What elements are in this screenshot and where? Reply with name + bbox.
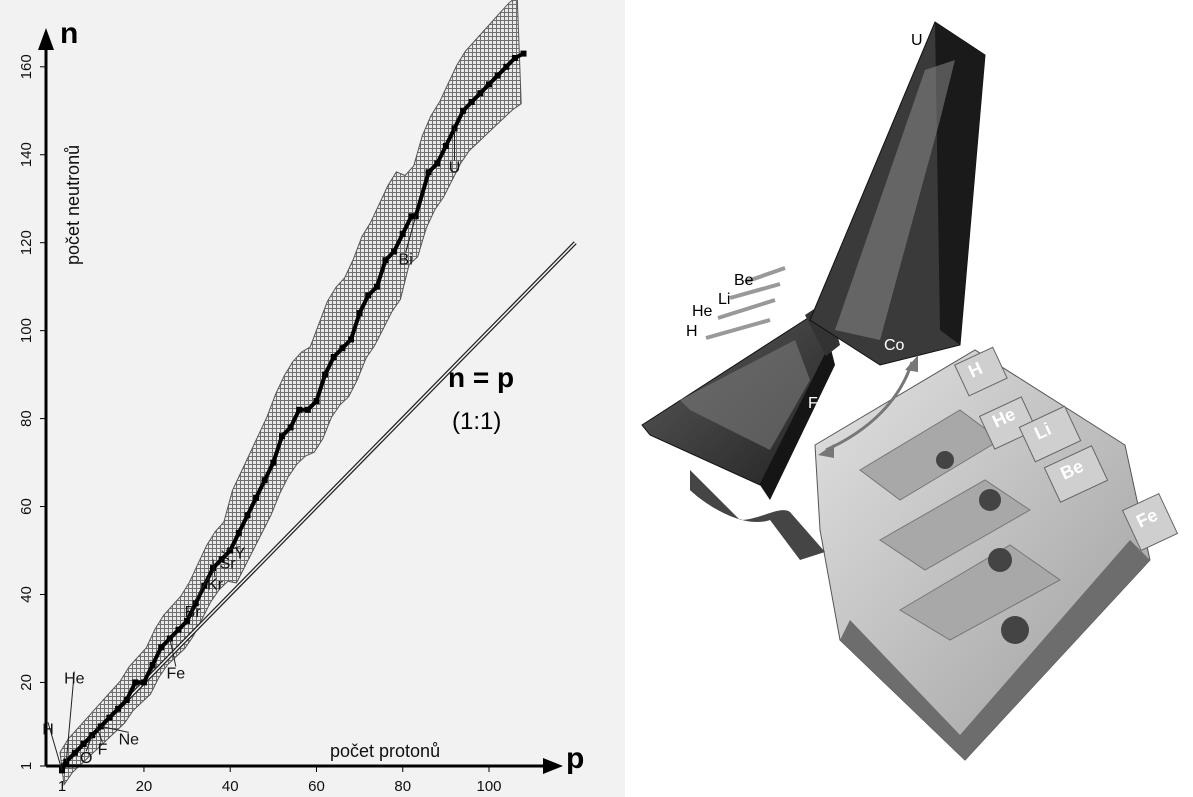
element-label: H (42, 721, 54, 738)
illustration-label: Fe (808, 395, 827, 412)
y-axis-label: počet neutronů (63, 145, 83, 265)
x-tick-label: 40 (222, 778, 239, 795)
reference-line-equation: n = p (448, 362, 514, 393)
element-tiles (954, 346, 1179, 552)
y-tick-label: 1 (18, 762, 35, 770)
stair-block (814, 349, 1151, 761)
x-axis-label: počet protonů (330, 741, 440, 761)
arrow-head-top (905, 355, 918, 372)
y-tick-label: 140 (18, 142, 35, 167)
element-label: Fe (166, 665, 185, 682)
curved-arrow (825, 361, 914, 452)
element-label: U (449, 159, 461, 176)
illustration-label: U (911, 32, 923, 49)
right-arm-surface (835, 60, 955, 340)
x-tick-label: 1 (58, 778, 66, 795)
label-leader (47, 722, 63, 771)
y-tick-label: 80 (18, 410, 35, 427)
illustration-label: He (692, 303, 713, 320)
y-tick-label: 40 (18, 586, 35, 603)
element-label: Br (185, 604, 202, 621)
label-leader (221, 550, 228, 557)
light-element-rails (705, 266, 786, 340)
isotope-band-area (59, 0, 522, 787)
x-axis-symbol: p (566, 742, 584, 775)
label-leader (169, 638, 177, 667)
left-arm-edge (760, 345, 835, 500)
y-tick-label: 120 (18, 230, 35, 255)
element-label: O (80, 750, 92, 767)
nucleus-spheres (936, 451, 1029, 644)
label-leader (85, 735, 93, 752)
x-tick-label: 20 (136, 778, 153, 795)
element-label: Ne (119, 731, 140, 748)
label-leader (225, 546, 241, 552)
element-label: Y (235, 546, 246, 563)
x-axis-arrow (543, 758, 563, 774)
y-axis-symbol: n (60, 17, 78, 50)
nuclide-3d-model (641, 21, 1179, 761)
isotope-band (59, 0, 522, 787)
x-tick-label: 80 (394, 778, 411, 795)
label-leader (65, 671, 75, 762)
y-tick-label: 60 (18, 498, 35, 515)
x-ticks: 1 20 40 60 80 100 (58, 766, 502, 795)
element-label: Bi (399, 251, 413, 268)
element-labels: H He OF Ne Fe Br Kr SrY Bi U (42, 128, 461, 771)
y-tick-label: 20 (18, 674, 35, 691)
label-leader (192, 576, 210, 606)
element-label: He (64, 671, 85, 688)
illustration-label: Li (718, 291, 730, 308)
stair-block-edge (840, 540, 1150, 760)
arrow-head-bottom (818, 444, 834, 458)
label-leader (405, 216, 417, 253)
y-axis-arrow (38, 28, 54, 50)
right-arm-side (935, 22, 985, 345)
illustration-label: Be (734, 272, 754, 289)
label-leader (100, 725, 129, 733)
label-leader (212, 559, 216, 578)
hook (690, 470, 825, 560)
element-tile-label: Li (1031, 419, 1054, 444)
element-label: F (98, 741, 108, 758)
axes (38, 28, 563, 774)
illustration-label: Co (884, 337, 905, 354)
y-tick-label: 160 (18, 54, 35, 79)
reference-line-ratio: (1:1) (452, 408, 501, 435)
x-tick-label: 60 (308, 778, 325, 795)
stability-line (60, 51, 525, 772)
element-label: Kr (207, 576, 224, 593)
x-tick-label: 100 (476, 778, 501, 795)
element-label: Sr (220, 556, 237, 573)
left-arm-surface (680, 340, 810, 450)
illustration-label: H (686, 323, 698, 340)
label-leader (96, 726, 103, 743)
y-tick-label: 100 (18, 318, 35, 343)
